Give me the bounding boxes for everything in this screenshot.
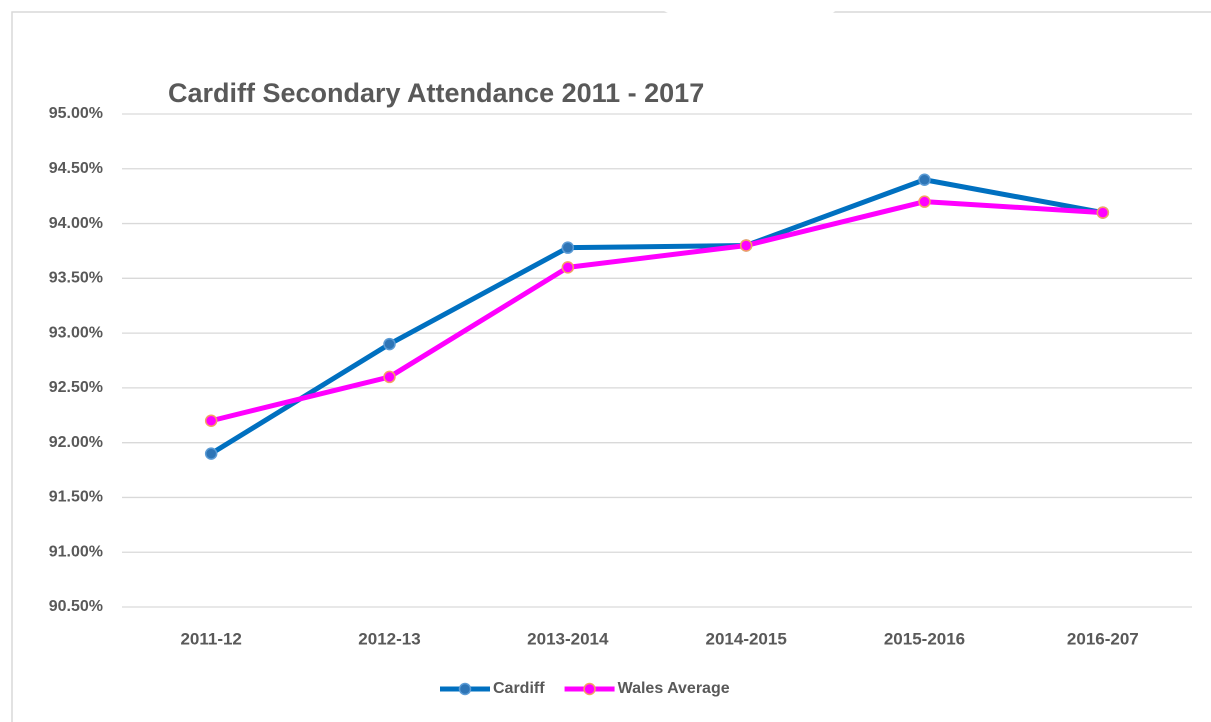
y-tick-label: 93.50% bbox=[49, 270, 103, 287]
y-tick-label: 91.00% bbox=[49, 543, 103, 560]
data-point bbox=[204, 447, 218, 460]
legend-marker bbox=[458, 682, 472, 696]
data-point bbox=[918, 173, 931, 186]
series-line bbox=[208, 177, 1106, 457]
y-tick-label: 94.00% bbox=[49, 215, 103, 232]
legend-label: Wales Average bbox=[618, 680, 730, 697]
y-tick-label: 93.00% bbox=[49, 324, 103, 341]
x-tick-label: 2014-2015 bbox=[706, 629, 787, 648]
legend-label: Cardiff bbox=[493, 680, 545, 697]
data-point bbox=[204, 414, 218, 428]
y-tick-label: 94.50% bbox=[49, 160, 103, 177]
data-point bbox=[561, 261, 575, 274]
x-tick-label: 2012-13 bbox=[358, 629, 420, 648]
y-tick-label: 95.00% bbox=[49, 105, 103, 122]
chart-title: Cardiff Secondary Attendance 2011 - 2017 bbox=[168, 78, 704, 108]
data-point bbox=[383, 337, 396, 351]
data-point bbox=[1096, 206, 1110, 219]
y-tick-label: 90.50% bbox=[49, 598, 103, 615]
series-line bbox=[208, 199, 1106, 424]
chart-border bbox=[11, 11, 1211, 722]
y-tick-label: 91.50% bbox=[49, 489, 103, 506]
legend-marker bbox=[583, 682, 596, 696]
page-fold bbox=[640, 0, 850, 60]
data-point bbox=[918, 195, 931, 208]
data-point bbox=[383, 370, 396, 384]
x-tick-label: 2015-2016 bbox=[884, 629, 965, 648]
x-tick-label: 2011-12 bbox=[180, 629, 241, 648]
data-point bbox=[561, 241, 575, 254]
data-point bbox=[739, 239, 753, 252]
x-tick-label: 2013-2014 bbox=[527, 629, 609, 648]
x-tick-label: 2016-207 bbox=[1067, 629, 1139, 648]
y-tick-label: 92.00% bbox=[49, 434, 103, 451]
y-tick-label: 92.50% bbox=[49, 379, 103, 396]
